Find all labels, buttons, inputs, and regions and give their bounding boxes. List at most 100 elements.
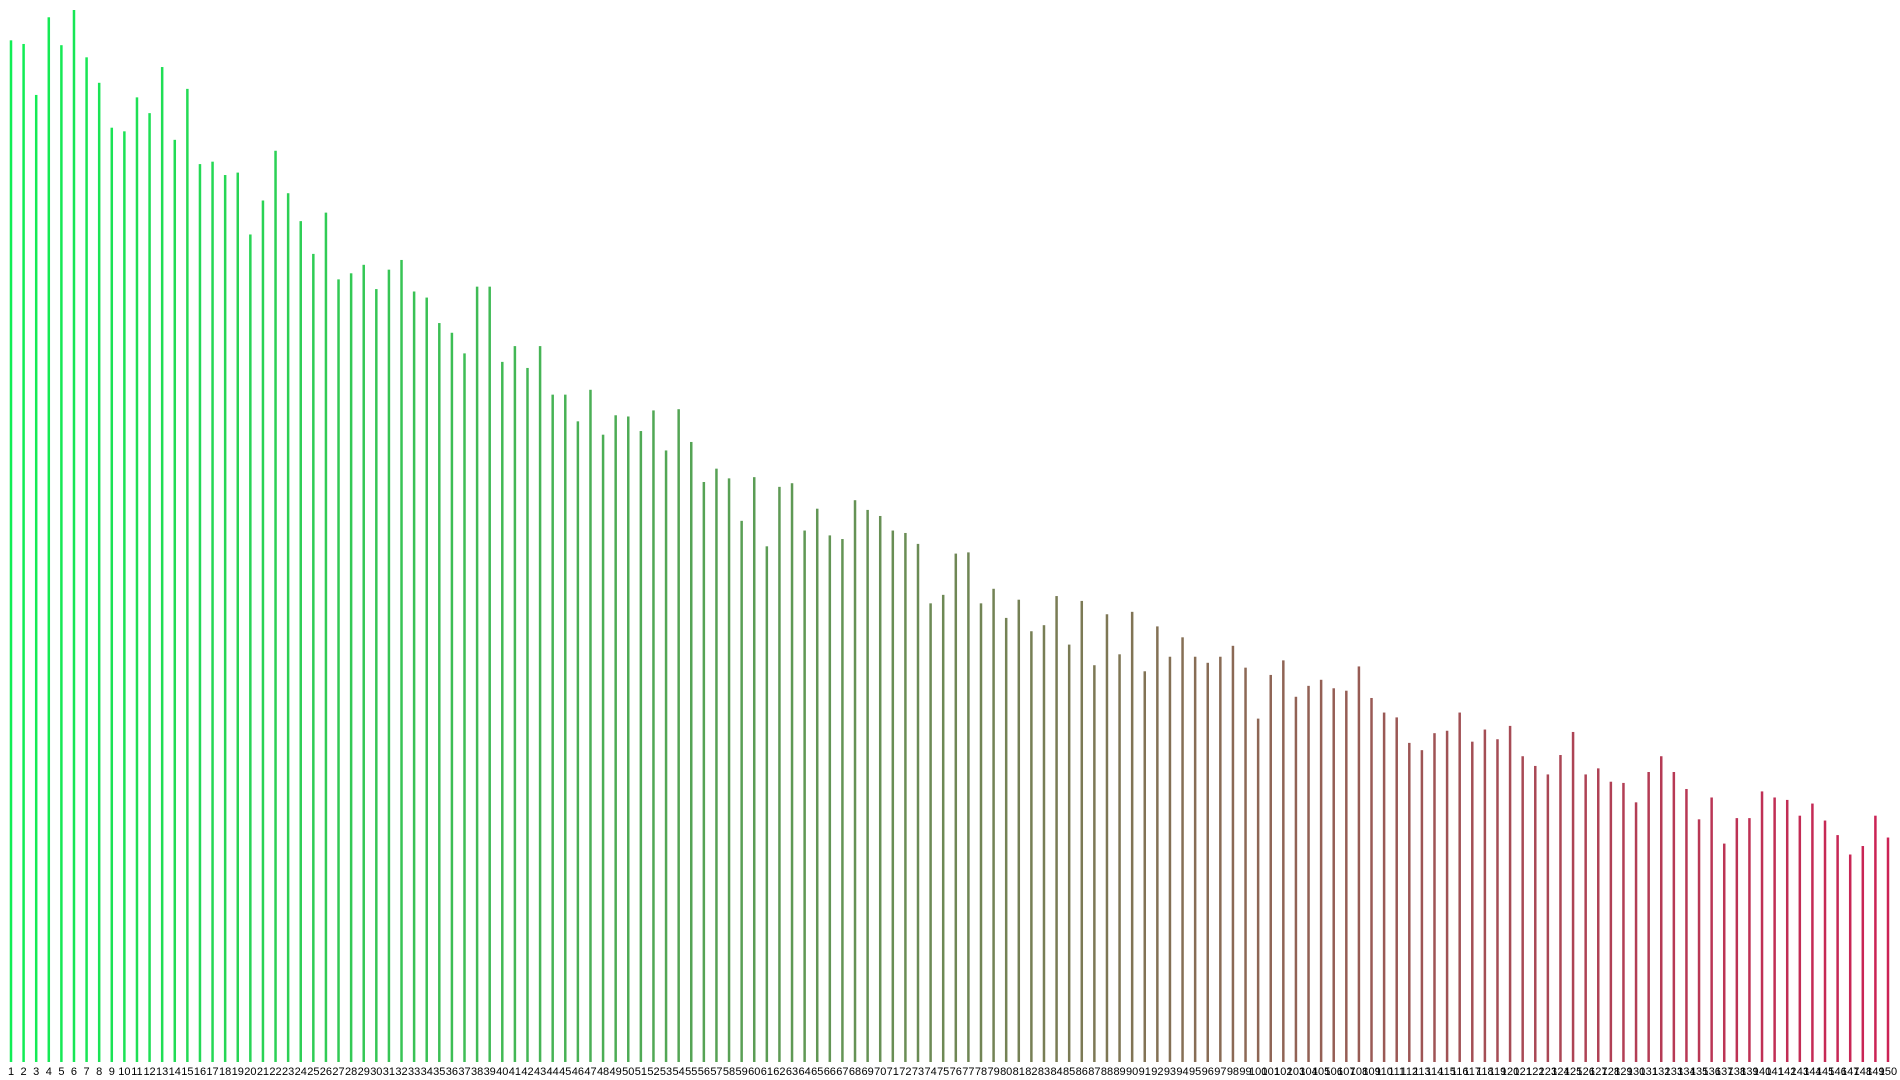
x-tick-label: 47 (584, 1066, 596, 1078)
bar (740, 520, 743, 1062)
x-tick-label: 51 (635, 1066, 647, 1078)
bar (1672, 772, 1676, 1062)
x-tick-label: 53 (660, 1066, 672, 1078)
x-tick-label: 21 (257, 1066, 269, 1078)
bar (1244, 667, 1247, 1062)
bar (286, 193, 290, 1062)
x-tick-label: 4 (46, 1066, 52, 1078)
x-tick-label: 75 (937, 1066, 949, 1078)
x-tick-label: 134 (1677, 1066, 1695, 1078)
x-tick-label: 6 (71, 1066, 77, 1078)
x-tick-label: 49 (610, 1066, 622, 1078)
x-tick-label: 14 (169, 1066, 181, 1078)
x-tick-label: 39 (484, 1066, 496, 1078)
x-tick-label: 137 (1715, 1066, 1733, 1078)
bar (853, 500, 857, 1062)
bar (438, 323, 441, 1063)
bar (1382, 712, 1386, 1062)
bar (463, 353, 466, 1063)
bar (1798, 815, 1802, 1062)
bar (652, 410, 655, 1062)
bar (1345, 690, 1348, 1062)
x-tick-label: 104 (1299, 1066, 1317, 1078)
x-tick-label: 82 (1025, 1066, 1037, 1078)
x-tick-label: 100 (1249, 1066, 1267, 1078)
bar (551, 394, 554, 1062)
x-tick-label: 65 (811, 1066, 823, 1078)
x-tick-label: 8 (96, 1066, 102, 1078)
x-tick-label: 138 (1728, 1066, 1746, 1078)
bar (639, 431, 643, 1062)
x-tick-label: 147 (1841, 1066, 1859, 1078)
bar (815, 508, 819, 1062)
bar (1206, 662, 1209, 1062)
x-tick-label: 73 (912, 1066, 924, 1078)
x-tick-label: 144 (1803, 1066, 1821, 1078)
bar (1823, 820, 1827, 1062)
bar (1067, 644, 1071, 1062)
x-tick-label: 93 (1164, 1066, 1176, 1078)
bar (1080, 600, 1084, 1062)
x-tick-label: 139 (1740, 1066, 1758, 1078)
x-tick-label: 96 (1202, 1066, 1214, 1078)
x-tick-label: 42 (521, 1066, 533, 1078)
x-tick-label: 103 (1287, 1066, 1305, 1078)
x-tick-label: 2 (21, 1066, 27, 1078)
bar (1017, 599, 1021, 1062)
bar (501, 361, 504, 1063)
bar (891, 530, 895, 1062)
bar (1647, 772, 1650, 1062)
bar (60, 45, 63, 1063)
x-tick-label: 116 (1451, 1066, 1469, 1078)
x-tick-label: 74 (924, 1066, 936, 1078)
bar (97, 82, 101, 1063)
bar (1861, 846, 1865, 1062)
bar (1307, 685, 1310, 1062)
bar (1130, 611, 1134, 1062)
x-tick-label: 105 (1312, 1066, 1330, 1078)
bar (1597, 768, 1600, 1062)
bar (929, 603, 932, 1062)
x-tick-label: 108 (1350, 1066, 1368, 1078)
x-tick-label: 58 (723, 1066, 735, 1078)
x-tick-label: 52 (647, 1066, 659, 1078)
bar (1168, 656, 1172, 1062)
x-tick-label: 44 (547, 1066, 559, 1078)
bar (916, 543, 920, 1062)
bar (1546, 774, 1550, 1062)
bar (992, 588, 995, 1062)
x-tick-label: 28 (345, 1066, 357, 1078)
x-tick-label: 125 (1564, 1066, 1582, 1078)
x-tick-label: 91 (1139, 1066, 1151, 1078)
bar (1445, 730, 1449, 1062)
bar (878, 515, 882, 1062)
x-tick-label: 54 (673, 1066, 685, 1078)
x-tick-label: 145 (1816, 1066, 1834, 1078)
bar (778, 486, 781, 1062)
x-tick-label: 50 (622, 1066, 634, 1078)
x-tick-label: 114 (1426, 1066, 1444, 1078)
bar (9, 40, 13, 1063)
bar (34, 94, 38, 1062)
bar (979, 603, 983, 1062)
x-tick-label: 33 (408, 1066, 420, 1078)
bar (488, 286, 491, 1062)
x-tick-label: 41 (509, 1066, 521, 1078)
bar (1055, 596, 1058, 1062)
bar (513, 346, 517, 1063)
bar (186, 88, 189, 1062)
bar (1496, 739, 1499, 1062)
x-tick-label: 80 (1000, 1066, 1012, 1078)
x-tick-label: 38 (471, 1066, 483, 1078)
bar (601, 434, 605, 1062)
x-tick-label: 3 (33, 1066, 39, 1078)
x-tick-label: 131 (1639, 1066, 1657, 1078)
x-tick-label: 148 (1854, 1066, 1872, 1078)
x-tick-label: 71 (887, 1066, 899, 1078)
x-tick-label: 27 (332, 1066, 344, 1078)
bar (211, 161, 214, 1063)
bar (261, 200, 265, 1062)
bar (312, 253, 315, 1062)
bar (337, 279, 340, 1062)
